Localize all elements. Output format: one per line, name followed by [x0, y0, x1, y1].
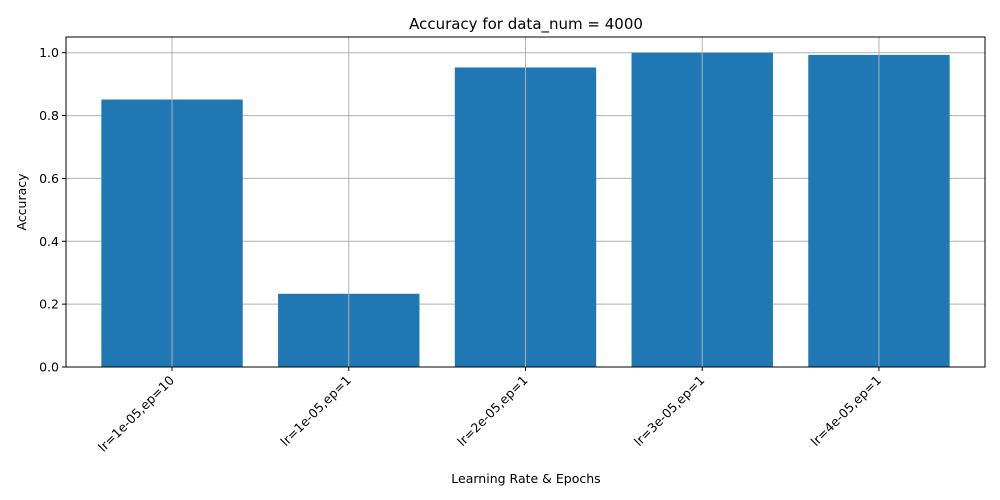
- y-tick-label: 0.6: [39, 171, 59, 186]
- y-tick-label: 0.4: [39, 234, 59, 249]
- chart-title: Accuracy for data_num = 4000: [409, 15, 643, 34]
- x-axis-ticks: lr=1e-05,ep=10 lr=1e-05,ep=1 lr=2e-05,ep=1…: [95, 367, 884, 455]
- y-tick-label: 0.8: [39, 108, 59, 123]
- y-axis-label: Accuracy: [14, 173, 29, 231]
- x-tick-label: lr=1e-05,ep=10: [95, 372, 177, 454]
- plot-frame: [65, 36, 986, 368]
- x-tick-label: lr=3e-05,ep=1: [631, 373, 707, 449]
- x-tick-label: lr=2e-05,ep=1: [454, 373, 530, 449]
- y-tick-label: 0.2: [39, 297, 59, 312]
- y-tick-label: 0.0: [39, 360, 59, 375]
- x-tick-label: lr=4e-05,ep=1: [808, 373, 884, 449]
- y-axis-ticks: 0.0 0.2 0.4 0.6 0.8 1.0: [39, 45, 66, 375]
- x-tick-label: lr=1e-05,ep=1: [277, 373, 353, 449]
- x-axis-label: Learning Rate & Epochs: [451, 471, 600, 486]
- bars: [101, 37, 950, 368]
- y-tick-label: 1.0: [39, 45, 59, 60]
